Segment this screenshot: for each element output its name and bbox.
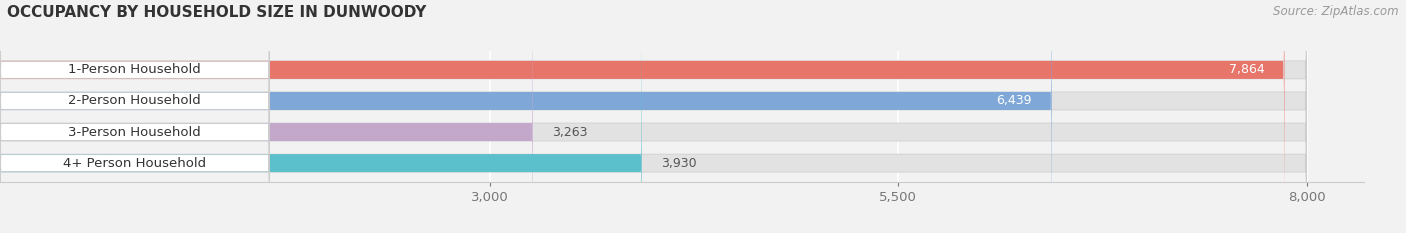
Text: 3-Person Household: 3-Person Household bbox=[69, 126, 201, 139]
Text: 3,263: 3,263 bbox=[553, 126, 588, 139]
Text: OCCUPANCY BY HOUSEHOLD SIZE IN DUNWOODY: OCCUPANCY BY HOUSEHOLD SIZE IN DUNWOODY bbox=[7, 5, 426, 20]
FancyBboxPatch shape bbox=[0, 0, 270, 233]
FancyBboxPatch shape bbox=[0, 0, 1052, 233]
FancyBboxPatch shape bbox=[0, 0, 533, 233]
Text: 4+ Person Household: 4+ Person Household bbox=[63, 157, 207, 170]
FancyBboxPatch shape bbox=[0, 0, 1306, 233]
FancyBboxPatch shape bbox=[0, 0, 1306, 233]
FancyBboxPatch shape bbox=[0, 0, 270, 233]
FancyBboxPatch shape bbox=[0, 0, 643, 233]
Text: 7,864: 7,864 bbox=[1229, 63, 1265, 76]
FancyBboxPatch shape bbox=[0, 0, 270, 233]
Text: Source: ZipAtlas.com: Source: ZipAtlas.com bbox=[1274, 5, 1399, 18]
Text: 6,439: 6,439 bbox=[997, 94, 1032, 107]
FancyBboxPatch shape bbox=[0, 0, 1306, 233]
FancyBboxPatch shape bbox=[0, 0, 1285, 233]
FancyBboxPatch shape bbox=[0, 0, 270, 233]
Text: 1-Person Household: 1-Person Household bbox=[69, 63, 201, 76]
FancyBboxPatch shape bbox=[0, 0, 1306, 233]
Text: 3,930: 3,930 bbox=[661, 157, 697, 170]
Text: 2-Person Household: 2-Person Household bbox=[69, 94, 201, 107]
